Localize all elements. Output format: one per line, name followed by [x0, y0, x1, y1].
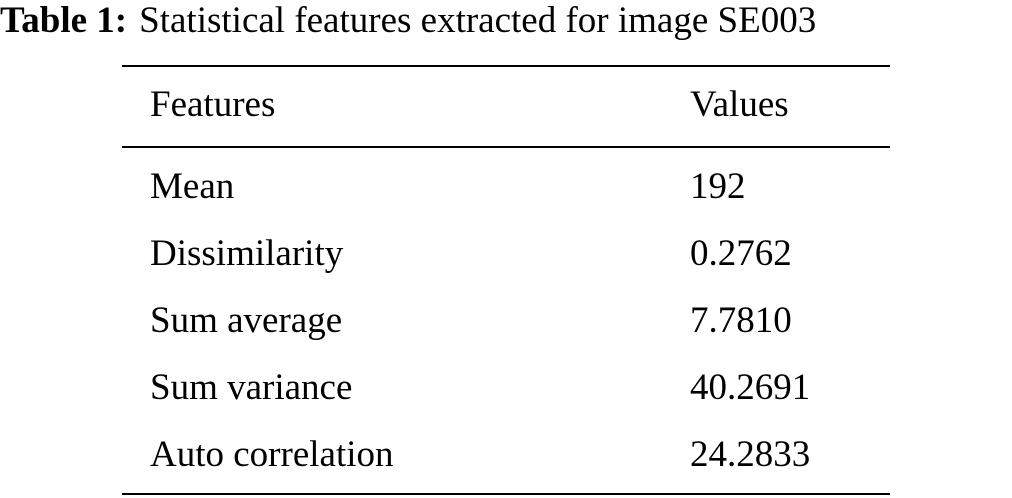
value-cell: 7.7810 — [690, 300, 792, 341]
caption-text: Statistical features extracted for image… — [139, 0, 817, 41]
value-cell: 192 — [690, 166, 746, 207]
header-cell: Features — [150, 84, 276, 125]
header-rule — [122, 146, 890, 148]
top-rule — [122, 65, 890, 67]
caption-label: Table 1: — [0, 0, 128, 41]
feature-cell: Mean — [150, 166, 235, 207]
feature-cell: Sum average — [150, 300, 343, 341]
value-cell: 24.2833 — [690, 434, 811, 475]
value-cell: 0.2762 — [690, 233, 792, 274]
table-caption: Table 1: Statistical features extracted f… — [0, 0, 1012, 42]
bottom-rule — [122, 493, 890, 495]
feature-cell: Sum variance — [150, 367, 353, 408]
header-cell: Values — [690, 84, 789, 125]
feature-cell: Dissimilarity — [150, 233, 344, 274]
value-cell: 40.2691 — [690, 367, 811, 408]
feature-cell: Auto correlation — [150, 434, 394, 475]
